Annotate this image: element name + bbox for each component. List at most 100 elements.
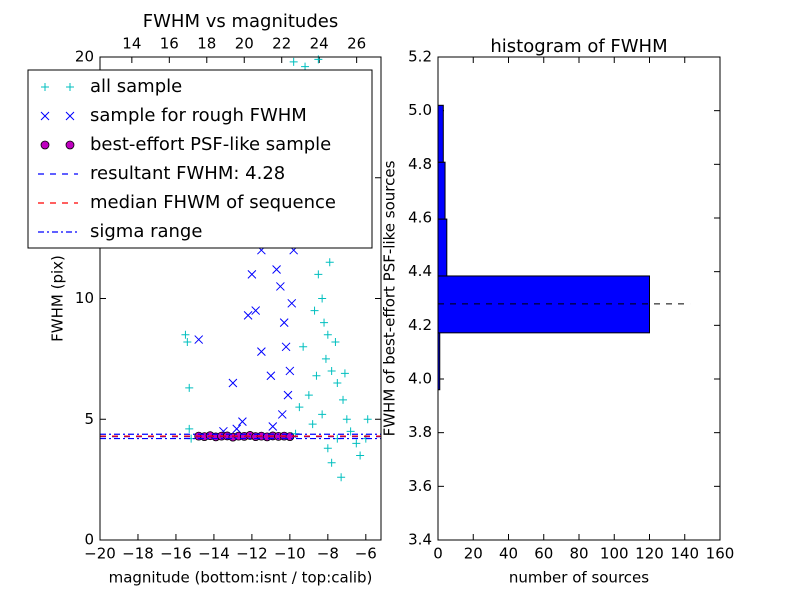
plus-marker [327,366,336,375]
top-tick-label: 26 [347,35,366,53]
plus-marker [304,391,313,400]
legend-label: all sample [90,76,182,97]
x-tick-label: −8 [317,545,339,563]
x-marker [285,366,295,376]
plus-marker [342,415,351,424]
y-tick-label: 5.0 [408,101,432,119]
x-axis-label: number of sources [509,569,649,587]
plus-marker [339,395,348,404]
x-marker [272,265,281,274]
circle-marker [40,140,50,150]
histogram-bar [437,161,446,220]
x-tick-label: 100 [600,545,629,563]
plus-marker [308,420,317,429]
x-tick-label: 120 [635,545,664,563]
x-tick-label: 40 [499,545,518,563]
y-tick-label: 3.4 [408,531,432,549]
plus-marker [331,337,340,346]
plus-marker [185,383,194,392]
plus-marker [310,306,319,315]
legend-box [27,69,373,249]
y-tick-label: 5 [84,410,94,428]
plus-marker [318,294,327,303]
top-tick-label: 16 [160,35,179,53]
y-tick-label: 5.2 [408,48,432,66]
legend-label: median FHWM of sequence [90,192,336,213]
y-tick-label: 4.8 [408,155,432,173]
y-tick-label: 4.4 [408,262,432,280]
plus-marker [181,330,190,339]
x-marker [243,311,253,320]
x-tick-label: 140 [670,545,699,563]
x-marker [232,424,242,434]
x-marker [194,335,204,344]
y-tick-label: 0 [84,531,94,549]
plus-marker [346,427,355,436]
plus-marker [66,83,74,91]
plus-marker [321,354,330,363]
x-marker [287,298,297,308]
x-marker [247,269,257,279]
top-tick-label: 24 [310,35,329,53]
legend-label: best-effort PSF-like sample [90,134,331,155]
top-tick-label: 18 [197,35,216,53]
legend: all sample sample for rough FWHM best-effo… [27,69,373,249]
x-tick-label: 60 [534,545,553,563]
plus-marker [41,83,49,91]
x-marker [251,306,261,315]
plus-marker [318,410,327,419]
plus-marker [299,342,308,351]
histogram-bar [437,104,444,163]
x-marker [228,378,238,388]
x-marker [40,111,50,121]
plus-marker [356,451,365,460]
y-tick-label: 3.6 [408,477,432,495]
x-tick-label: −20 [84,545,116,563]
chart-title: FWHM vs magnitudes [143,11,338,32]
plus-marker [323,330,332,339]
x-tick-label: −12 [236,545,268,563]
x-tick-label: −6 [355,545,377,563]
plus-marker [337,473,346,482]
x-axis-label: magnitude (bottom:isnt / top:calib) [109,569,373,587]
x-marker [268,422,278,431]
plus-marker [185,424,194,433]
top-tick-label: 22 [272,35,291,53]
plus-marker [323,444,332,453]
x-tick-label: 80 [569,545,588,563]
x-marker [276,282,285,291]
histogram-bar [437,218,448,277]
y-tick-label: 3.8 [408,423,432,441]
histogram-bar [437,275,650,334]
plus-marker [325,258,334,267]
x-tick-label: −18 [122,545,154,563]
plus-marker [363,415,372,424]
plus-marker [340,369,349,378]
x-tick-label: 0 [433,545,443,563]
legend-label: resultant FWHM: 4.28 [90,163,285,184]
plot-frame [437,56,721,541]
x-tick-label: −16 [160,545,192,563]
y-tick-label: 4.2 [408,316,432,334]
y-tick-label: 10 [75,289,94,307]
plus-marker [352,439,361,448]
plot-frame [99,56,382,541]
y-axis-label: FWHM of best-effort PSF-like sources [381,160,399,436]
x-marker [266,371,276,381]
plus-marker [333,379,342,388]
x-marker [238,417,247,427]
y-tick-label: 4.0 [408,370,432,388]
x-marker [279,318,289,328]
x-tick-label: 160 [706,545,735,563]
legend-label: sample for rough FWHM [90,105,307,126]
plus-marker [314,270,323,279]
top-tick-label: 20 [235,35,254,53]
plus-marker [312,371,321,380]
plus-marker [183,337,192,346]
x-marker [283,390,293,400]
x-tick-label: −14 [198,545,230,563]
x-marker [281,342,291,352]
plus-marker [320,318,329,327]
x-tick-label: −10 [274,545,306,563]
